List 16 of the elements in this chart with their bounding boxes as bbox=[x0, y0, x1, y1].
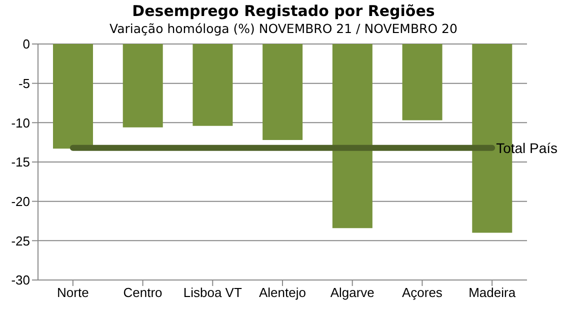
x-tick-label: Centro bbox=[123, 285, 162, 300]
y-tick-label: -25 bbox=[11, 233, 30, 248]
x-tick-label: Alentejo bbox=[259, 285, 306, 300]
chart-subtitle: Variação homóloga (%) NOVEMBRO 21 / NOVEMBRO 20 bbox=[108, 21, 458, 36]
y-tick-label: -15 bbox=[11, 154, 30, 170]
chart-title: Desemprego Registado por Regiões bbox=[131, 1, 436, 20]
x-tick-label: Algarve bbox=[330, 285, 374, 300]
y-tick-label: -5 bbox=[18, 76, 30, 91]
x-tick-label: Madeira bbox=[468, 285, 516, 300]
x-tick-label: Açores bbox=[402, 285, 443, 300]
y-tick-label: -20 bbox=[11, 194, 30, 209]
y-tick-label: -10 bbox=[11, 115, 30, 130]
y-tick-label: -30 bbox=[11, 272, 30, 288]
x-tick-label: Lisboa VT bbox=[183, 285, 242, 300]
y-tick-label: 0 bbox=[22, 36, 30, 52]
x-tick-label: Norte bbox=[57, 285, 89, 300]
